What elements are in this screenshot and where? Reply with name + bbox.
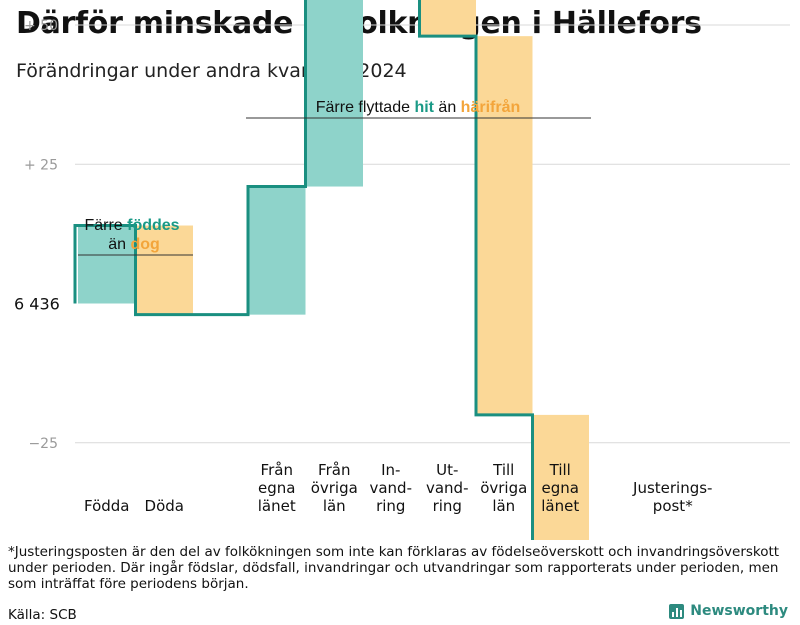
births-annotation-line1: Färre föddes <box>84 217 179 234</box>
source-label: Källa: SCB <box>8 607 77 623</box>
category-label: Från övriga län <box>311 461 358 515</box>
category-label: Justerings-post* <box>632 479 712 515</box>
brand-name: Newsworthy <box>690 603 788 619</box>
births-annotation-line2: än dog <box>108 236 160 253</box>
category-label: Från egna länet <box>258 461 296 515</box>
category-label: Döda <box>145 497 184 515</box>
waterfall-chart: + 50+ 25−25−506 4366 389(−47)FöddaDödaFr… <box>14 0 790 540</box>
cumulative-step-line <box>73 0 534 540</box>
waterfall-bar <box>248 186 306 315</box>
waterfall-bar <box>531 414 589 540</box>
category-label: Till övriga län <box>480 461 527 515</box>
category-label: Ut-vand-ring <box>426 461 469 515</box>
waterfall-bar <box>78 225 136 304</box>
waterfall-bar <box>418 0 476 37</box>
bar-chart-icon <box>669 603 685 619</box>
waterfall-bar <box>475 36 533 415</box>
category-label: Till egna länet <box>541 461 579 515</box>
y-tick-label: + 50 <box>24 18 58 34</box>
y-tick-label: −25 <box>28 436 58 452</box>
category-label: In-vand-ring <box>369 461 412 515</box>
start-value-label: 6 436 <box>14 295 60 314</box>
y-tick-label: + 25 <box>24 157 58 173</box>
category-label: Födda <box>84 497 130 515</box>
footnote: *Justeringsposten är den del av folkökni… <box>8 544 780 592</box>
migration-annotation: Färre flyttade hit än härifrån <box>316 98 521 116</box>
waterfall-bar <box>135 225 193 315</box>
waterfall-bar <box>305 0 363 187</box>
brand-logo: Newsworthy <box>669 603 788 619</box>
